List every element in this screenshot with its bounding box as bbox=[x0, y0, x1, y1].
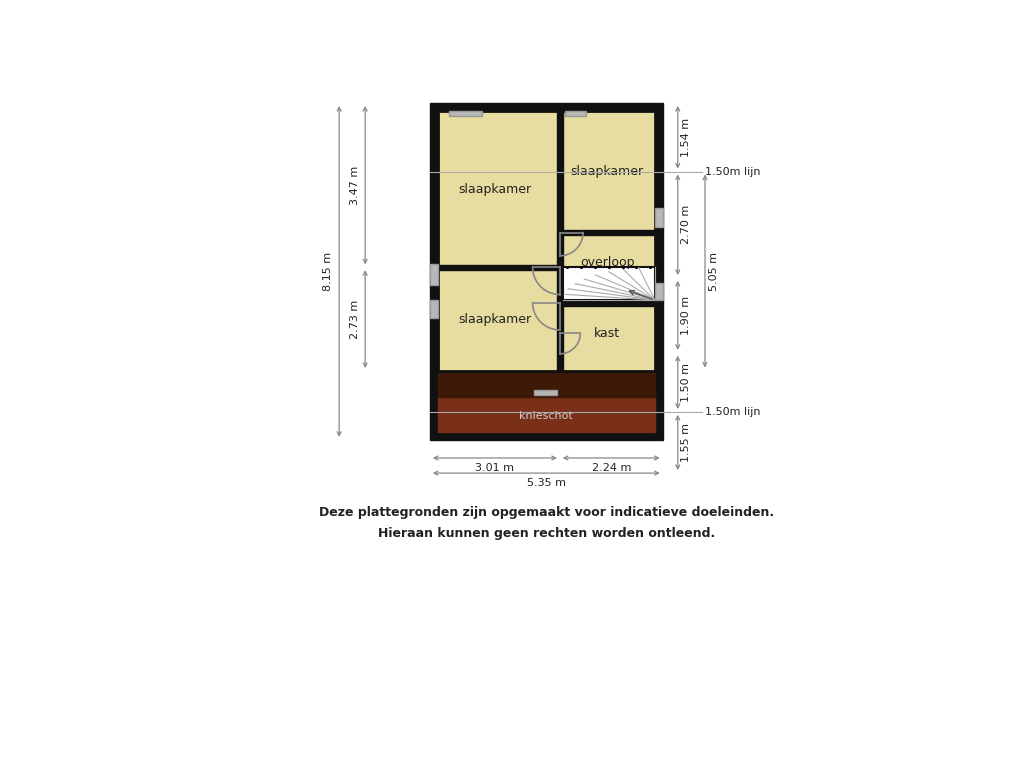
Bar bbox=[437, 111, 654, 152]
Text: 8.15 m: 8.15 m bbox=[324, 252, 333, 291]
Bar bbox=[654, 208, 663, 227]
Bar bbox=[437, 264, 560, 270]
Bar bbox=[430, 103, 663, 440]
Text: slaapkamer: slaapkamer bbox=[459, 313, 531, 326]
Text: 3.47 m: 3.47 m bbox=[350, 166, 360, 205]
Text: 5.05 m: 5.05 m bbox=[709, 252, 719, 290]
Bar bbox=[560, 230, 654, 235]
Bar bbox=[430, 300, 437, 318]
Bar bbox=[430, 264, 437, 286]
Text: 1.50m lijn: 1.50m lijn bbox=[705, 167, 761, 177]
Text: 1.55 m: 1.55 m bbox=[681, 423, 691, 462]
Bar bbox=[562, 267, 654, 300]
Text: 3.01 m: 3.01 m bbox=[475, 463, 514, 473]
Text: 1.90 m: 1.90 m bbox=[681, 296, 691, 335]
Bar bbox=[560, 111, 654, 233]
Bar bbox=[557, 111, 562, 371]
Text: kast: kast bbox=[594, 327, 621, 340]
Bar bbox=[560, 303, 654, 371]
Text: Deze plattegronden zijn opgemaakt voor indicatieve doeleinden.
Hieraan kunnen ge: Deze plattegronden zijn opgemaakt voor i… bbox=[318, 506, 774, 541]
Text: 1.50m lijn: 1.50m lijn bbox=[705, 407, 761, 417]
Text: slaapkamer: slaapkamer bbox=[459, 183, 531, 196]
Bar bbox=[560, 233, 654, 303]
Bar bbox=[437, 111, 487, 152]
Bar bbox=[437, 372, 654, 397]
Text: 1.54 m: 1.54 m bbox=[681, 118, 691, 157]
Bar bbox=[449, 111, 482, 116]
Text: 5.35 m: 5.35 m bbox=[526, 478, 566, 488]
Text: 2.70 m: 2.70 m bbox=[681, 205, 691, 244]
Bar bbox=[437, 397, 654, 432]
Bar bbox=[654, 283, 663, 300]
Text: 1.50 m: 1.50 m bbox=[681, 362, 691, 402]
Text: slaapkamer: slaapkamer bbox=[570, 165, 644, 178]
Text: knieschot: knieschot bbox=[519, 411, 573, 422]
Bar bbox=[535, 390, 557, 395]
Text: 2.24 m: 2.24 m bbox=[592, 463, 631, 473]
Bar bbox=[437, 111, 560, 267]
Text: 2.73 m: 2.73 m bbox=[350, 300, 360, 339]
Text: overloop: overloop bbox=[580, 257, 635, 270]
Bar bbox=[560, 300, 654, 306]
Bar bbox=[566, 111, 654, 152]
Bar bbox=[564, 111, 587, 116]
Bar bbox=[437, 267, 560, 371]
